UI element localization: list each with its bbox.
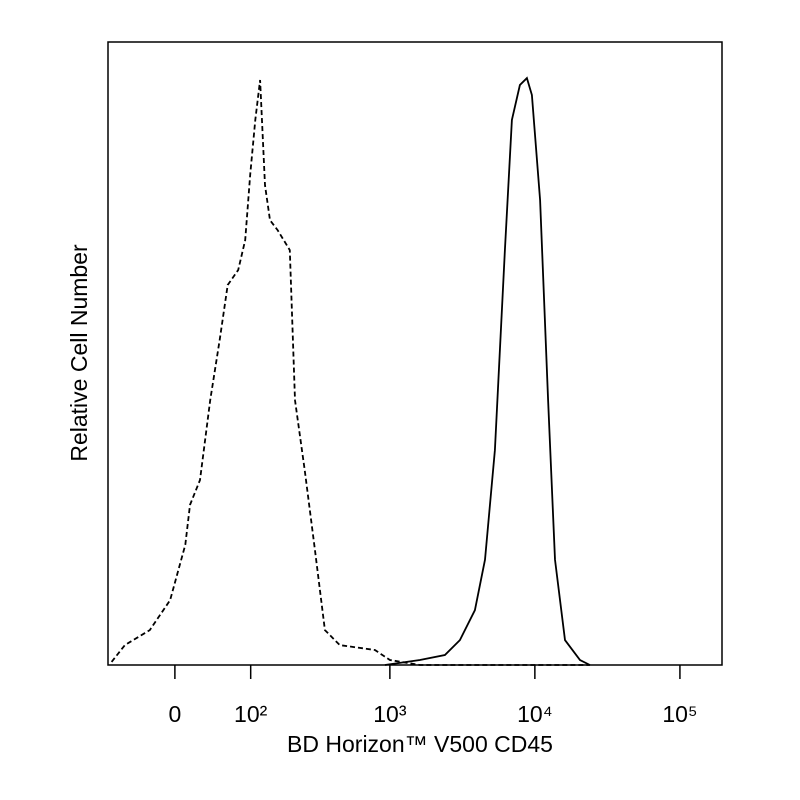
x-tick-label: 0 [168, 701, 181, 727]
x-tick-label: 10⁵ [662, 701, 697, 727]
plot-frame [107, 41, 723, 666]
x-tick-label: 10³ [373, 701, 407, 727]
series-line [110, 79, 590, 666]
y-axis-label: Relative Cell Number [66, 244, 92, 462]
series-line [384, 76, 591, 666]
x-tick-label: 10² [234, 701, 268, 727]
x-axis-label: BD Horizon™ V500 CD45 [287, 731, 553, 757]
x-tick-label: 10⁴ [517, 701, 552, 727]
